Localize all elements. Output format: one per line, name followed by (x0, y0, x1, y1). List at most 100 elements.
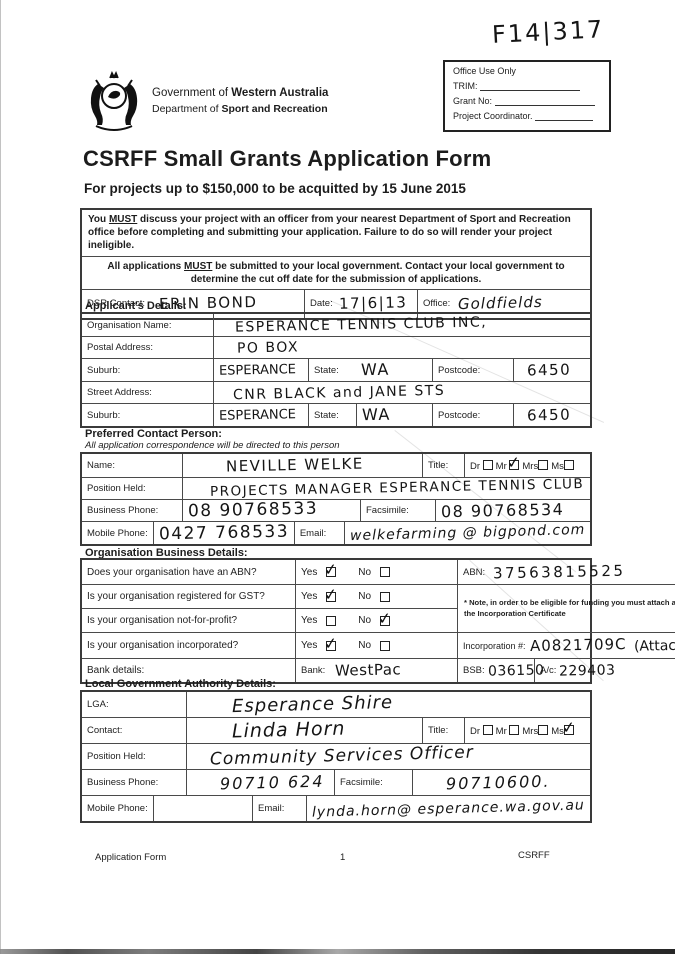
lga-email-value: lynda.horn@ esperance.wa.gov.au (311, 796, 586, 821)
lga-facsimile-value: 90710600. (445, 771, 551, 793)
contact-person-note: All application correspondence will be d… (85, 440, 340, 451)
checkbox-mrs (538, 724, 549, 735)
facsimile-label: Facsimile: (360, 500, 435, 521)
account-value: 229403 (559, 661, 616, 680)
suburb-field: ESPERANCE (213, 404, 308, 426)
name-field: NEVILLE WELKE (182, 454, 422, 477)
checkbox-ms: ✓ (561, 717, 576, 737)
lga-value: Esperance Shire (231, 691, 394, 717)
incorporation-value: A0821709C (529, 634, 627, 656)
postcode-value: 6450 (526, 360, 572, 379)
checkmark: ✓ (323, 583, 339, 605)
position-held-field: PROJECTS MANAGER ESPERANCE TENNIS CLUB (182, 475, 590, 500)
grant-no-label: Grant No: (453, 96, 493, 106)
footer-program-name: CSRFF (518, 850, 550, 861)
gov-name: Western Australia (231, 87, 329, 99)
footer-page-number: 1 (340, 852, 346, 863)
abn-value: 37563815525 (493, 561, 626, 582)
applicant-details-heading: Applicant's Details: (85, 300, 187, 312)
state-field: WA (356, 404, 432, 426)
checkbox-yes (326, 615, 337, 626)
checkbox-dr (482, 459, 493, 470)
contact-person-table: Name: NEVILLE WELKE Title: Dr Mr ✓ Mrs M… (80, 452, 592, 546)
lga-email-field: lynda.horn@ esperance.wa.gov.au (306, 796, 590, 821)
checkbox-no (379, 640, 390, 651)
business-details-table: Does your organisation have an ABN? Is y… (80, 558, 675, 684)
notice-paragraph-1: You MUST discuss your project with an of… (88, 214, 571, 252)
yesno-abn: Yes ✓ No (295, 559, 457, 584)
postcode-label: Postcode: (432, 404, 513, 426)
lga-contact-label: Contact: (87, 725, 123, 736)
bank-numbers: BSB: 036150 A/c: 229403 (457, 658, 675, 682)
title-label: Title: (422, 454, 464, 477)
checkmark: ✓ (506, 451, 522, 473)
street-address-field: CNR BLACK and JANE STS (213, 382, 590, 403)
bank-field: Bank: WestPac (295, 658, 457, 682)
checkmark: ✓ (323, 559, 339, 580)
wa-coat-of-arms-icon (84, 70, 144, 136)
name-label: Name: (87, 460, 115, 471)
business-details-heading: Organisation Business Details: (85, 547, 248, 559)
mobile-phone-field: 0427 768533 (152, 521, 294, 544)
question-gst: Is your organisation registered for GST? (82, 584, 295, 608)
lga-business-phone-label: Business Phone: (87, 777, 159, 788)
postcode-field: 6450 (513, 359, 590, 381)
bsb-field: BSB: 036150 (463, 661, 545, 680)
name-value: NEVILLE WELKE (225, 454, 364, 476)
title-options: Dr Mr ✓ Mrs Ms (464, 452, 590, 477)
facsimile-label: Facsimile: (334, 770, 412, 795)
mobile-phone-value: 0427 768533 (158, 521, 289, 544)
checkbox-yes: ✓ (323, 633, 338, 653)
lga-details-table: LGA: Esperance Shire Contact: Linda Horn… (80, 690, 592, 823)
checkbox-mr: ✓ (506, 452, 521, 472)
footer-document-name: Application Form (95, 852, 167, 863)
incorporation-attached-note: (Attached) (633, 636, 675, 655)
checkbox-no (379, 591, 390, 602)
state-value: WA (361, 404, 392, 425)
suburb-label: Suburb: (87, 409, 121, 421)
postal-address-label: Postal Address: (87, 342, 154, 353)
lga-position-field: Community Services Officer (186, 743, 590, 769)
postal-address-field: PO BOX (213, 337, 590, 358)
state-label: State: (308, 359, 356, 381)
position-held-label: Position Held: (87, 483, 146, 494)
dsr-date-value: 17|6|13 (338, 293, 408, 314)
trim-blank-line (480, 82, 581, 91)
lga-facsimile-field: 90710600. (412, 770, 590, 795)
incorporation-note: * Note, in order to be eligible for fund… (457, 584, 675, 632)
lga-contact-value: Linda Horn (231, 717, 346, 743)
contact-person-heading: Preferred Contact Person: (85, 428, 222, 440)
postcode-label: Postcode: (432, 359, 513, 381)
org-name-field: ESPERANCE TENNIS CLUB INC, (213, 314, 590, 336)
title-options: Dr Mr Mrs Ms ✓ (464, 717, 590, 743)
dsr-contact-label: DSR Contact: (87, 298, 146, 310)
dept-prefix: Department of (152, 102, 222, 115)
lga-field: Esperance Shire (186, 691, 590, 717)
question-abn: Does your organisation have an ABN? (87, 566, 257, 578)
email-value: welkefarming @ bigpond.com (349, 521, 586, 545)
org-name-value: ESPERANCE TENNIS CLUB INC, (234, 314, 488, 336)
position-held-value: PROJECTS MANAGER ESPERANCE TENNIS CLUB (209, 475, 585, 500)
postcode-value: 6450 (526, 405, 572, 424)
scan-edge-artifact (0, 949, 675, 954)
checkmark: ✓ (323, 632, 339, 654)
yesno-incorporated: Yes ✓ No (295, 632, 457, 658)
checkbox-yes: ✓ (323, 559, 338, 579)
department-header: Government of Western Australia Departme… (152, 86, 328, 116)
dsr-contact-field: DSR Contact: ERIN BOND (82, 290, 304, 318)
facsimile-value: 08 90768534 (440, 499, 565, 521)
office-use-only-box: Office Use Only TRIM: Grant No: Project … (443, 60, 611, 132)
checkbox-no (379, 567, 390, 577)
state-label: State: (308, 404, 356, 426)
email-label: Email: (293, 522, 344, 544)
yesno-gst: Yes ✓ No (295, 584, 457, 608)
suburb-value: ESPERANCE (218, 361, 297, 379)
question-nfp: Is your organisation not-for-profit? (82, 608, 295, 632)
street-address-label: Street Address: (87, 387, 152, 398)
bank-value: WestPac (335, 660, 402, 680)
postcode-field: 6450 (513, 404, 590, 426)
dsr-office-value: Goldfields (458, 293, 544, 314)
business-phone-value: 08 90768533 (187, 498, 319, 522)
suburb-label: Suburb: (87, 364, 121, 376)
